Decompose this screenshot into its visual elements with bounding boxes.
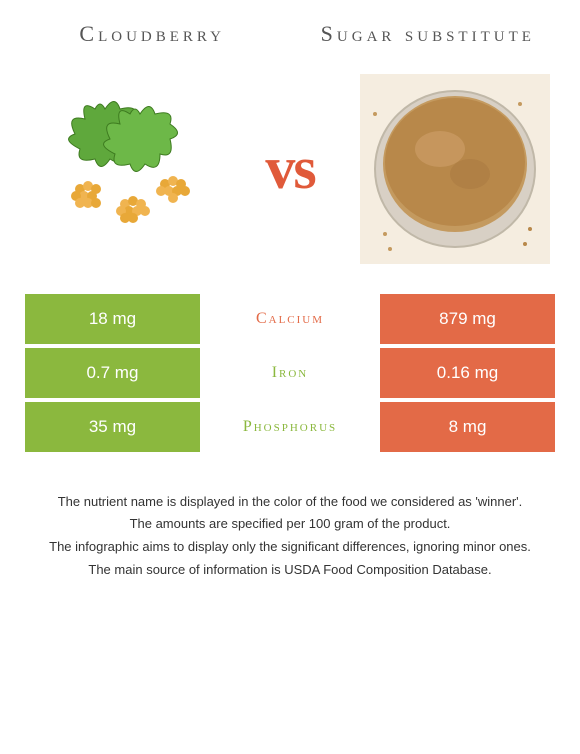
header: Cloudberry Sugar substitute xyxy=(15,20,565,49)
footer-notes: The nutrient name is displayed in the co… xyxy=(15,492,565,581)
left-value: 0.7 mg xyxy=(25,348,200,398)
vs-label: vs xyxy=(265,134,314,203)
comparison-table: 18 mg Calcium 879 mg 0.7 mg Iron 0.16 mg… xyxy=(15,294,565,452)
footer-line: The nutrient name is displayed in the co… xyxy=(45,492,535,513)
right-food-title: Sugar substitute xyxy=(301,20,555,49)
right-value: 8 mg xyxy=(380,402,555,452)
table-row: 18 mg Calcium 879 mg xyxy=(25,294,555,344)
right-value: 0.16 mg xyxy=(380,348,555,398)
nutrient-name: Calcium xyxy=(200,294,380,344)
left-value: 35 mg xyxy=(25,402,200,452)
left-food-title: Cloudberry xyxy=(25,20,279,49)
footer-line: The infographic aims to display only the… xyxy=(45,537,535,558)
footer-line: The main source of information is USDA F… xyxy=(45,560,535,581)
nutrient-name: Phosphorus xyxy=(200,402,380,452)
images-row: vs xyxy=(15,69,565,269)
right-value: 879 mg xyxy=(380,294,555,344)
sugar-substitute-image xyxy=(355,69,555,269)
table-row: 0.7 mg Iron 0.16 mg xyxy=(25,348,555,398)
left-value: 18 mg xyxy=(25,294,200,344)
cloudberry-image xyxy=(25,69,225,269)
table-row: 35 mg Phosphorus 8 mg xyxy=(25,402,555,452)
footer-line: The amounts are specified per 100 gram o… xyxy=(45,514,535,535)
nutrient-name: Iron xyxy=(200,348,380,398)
